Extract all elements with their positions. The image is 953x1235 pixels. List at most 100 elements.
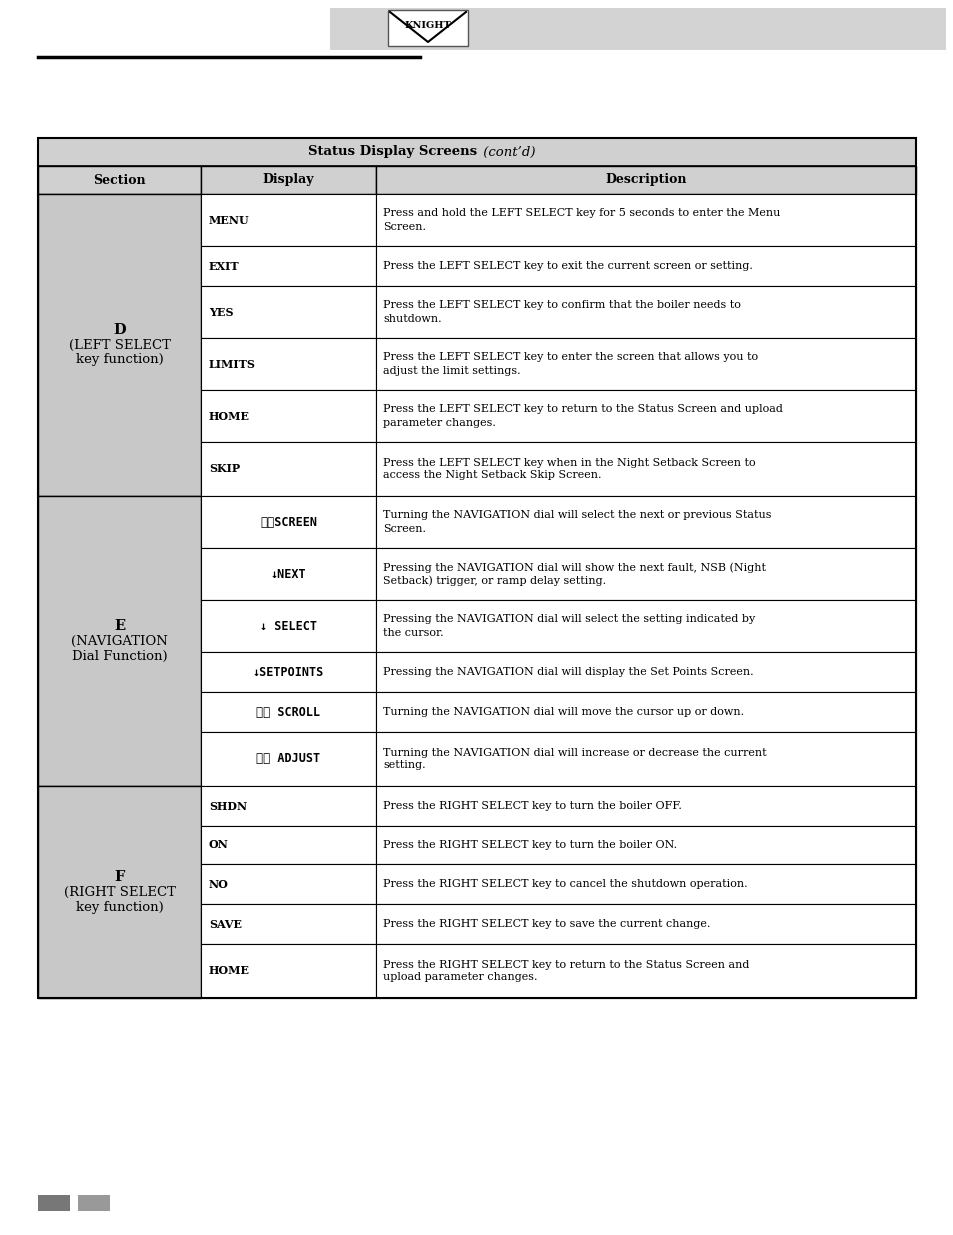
Text: (LEFT SELECT: (LEFT SELECT xyxy=(69,338,171,352)
Text: ҷ〇SCREEN: ҷ〇SCREEN xyxy=(260,515,316,529)
Text: Dial Function): Dial Function) xyxy=(71,650,167,662)
Bar xyxy=(375,826,915,864)
Bar xyxy=(375,442,915,496)
Text: Description: Description xyxy=(604,173,686,186)
Text: EXIT: EXIT xyxy=(209,261,239,272)
Bar xyxy=(201,496,375,548)
Text: (NAVIGATION: (NAVIGATION xyxy=(71,635,168,647)
Bar xyxy=(201,287,375,338)
Bar xyxy=(375,785,915,826)
Bar xyxy=(201,548,375,600)
Bar xyxy=(38,165,201,194)
Text: MENU: MENU xyxy=(209,215,250,226)
Text: Press the LEFT SELECT key to enter the screen that allows you to: Press the LEFT SELECT key to enter the s… xyxy=(382,352,758,363)
Bar xyxy=(38,785,201,998)
Bar xyxy=(201,732,375,785)
Bar xyxy=(375,496,915,548)
Text: Screen.: Screen. xyxy=(382,524,426,534)
Bar xyxy=(375,194,915,246)
Bar xyxy=(201,338,375,390)
Text: KNIGHT: KNIGHT xyxy=(404,21,451,31)
Text: ↓ SELECT: ↓ SELECT xyxy=(260,620,316,632)
Text: Setback) trigger, or ramp delay setting.: Setback) trigger, or ramp delay setting. xyxy=(382,576,605,585)
Text: F: F xyxy=(114,869,125,884)
Bar xyxy=(38,138,915,998)
Text: Press the RIGHT SELECT key to save the current change.: Press the RIGHT SELECT key to save the c… xyxy=(382,919,710,929)
Text: Press the LEFT SELECT key to confirm that the boiler needs to: Press the LEFT SELECT key to confirm tha… xyxy=(382,300,740,310)
Bar xyxy=(375,692,915,732)
Text: adjust the limit settings.: adjust the limit settings. xyxy=(382,366,520,375)
Text: the cursor.: the cursor. xyxy=(382,627,443,637)
Bar xyxy=(375,944,915,998)
Text: setting.: setting. xyxy=(382,761,425,771)
Text: ↓SETPOINTS: ↓SETPOINTS xyxy=(253,666,324,678)
Bar xyxy=(38,138,915,165)
Text: Pressing the NAVIGATION dial will select the setting indicated by: Pressing the NAVIGATION dial will select… xyxy=(382,615,755,625)
Text: ON: ON xyxy=(209,840,229,851)
Bar xyxy=(375,246,915,287)
Bar xyxy=(375,287,915,338)
Text: Press the LEFT SELECT key to return to the Status Screen and upload: Press the LEFT SELECT key to return to t… xyxy=(382,405,782,415)
Bar xyxy=(78,1195,110,1212)
Text: (cont’d): (cont’d) xyxy=(478,146,535,158)
Text: SAVE: SAVE xyxy=(209,919,242,930)
Text: ↓NEXT: ↓NEXT xyxy=(271,568,306,580)
Text: Turning the NAVIGATION dial will move the cursor up or down.: Turning the NAVIGATION dial will move th… xyxy=(382,706,743,718)
Bar xyxy=(201,600,375,652)
Bar xyxy=(38,1195,70,1212)
Text: Display: Display xyxy=(262,173,314,186)
Bar xyxy=(388,10,468,46)
Bar xyxy=(375,165,915,194)
Text: parameter changes.: parameter changes. xyxy=(382,417,496,427)
Bar xyxy=(201,246,375,287)
Bar xyxy=(201,826,375,864)
Text: Press the LEFT SELECT key when in the Night Setback Screen to: Press the LEFT SELECT key when in the Ni… xyxy=(382,457,755,468)
Text: SKIP: SKIP xyxy=(209,463,240,474)
Text: (RIGHT SELECT: (RIGHT SELECT xyxy=(64,885,175,899)
Text: shutdown.: shutdown. xyxy=(382,314,441,324)
Text: YES: YES xyxy=(209,306,233,317)
Text: LIMITS: LIMITS xyxy=(209,358,255,369)
Bar xyxy=(375,904,915,944)
Text: Status Display Screens: Status Display Screens xyxy=(308,146,476,158)
Text: key function): key function) xyxy=(75,353,163,367)
Bar xyxy=(375,864,915,904)
Text: HOME: HOME xyxy=(209,966,250,977)
Text: Press the RIGHT SELECT key to cancel the shutdown operation.: Press the RIGHT SELECT key to cancel the… xyxy=(382,879,747,889)
Text: Press the RIGHT SELECT key to turn the boiler ON.: Press the RIGHT SELECT key to turn the b… xyxy=(382,840,677,850)
Text: Press and hold the LEFT SELECT key for 5 seconds to enter the Menu: Press and hold the LEFT SELECT key for 5… xyxy=(382,209,780,219)
Bar xyxy=(38,194,201,496)
Text: access the Night Setback Skip Screen.: access the Night Setback Skip Screen. xyxy=(382,471,601,480)
Bar xyxy=(201,944,375,998)
Text: ҷ〇 SCROLL: ҷ〇 SCROLL xyxy=(256,705,320,719)
Text: SHDN: SHDN xyxy=(209,800,247,811)
Bar xyxy=(375,338,915,390)
Text: key function): key function) xyxy=(75,900,163,914)
Bar xyxy=(201,904,375,944)
Text: upload parameter changes.: upload parameter changes. xyxy=(382,972,537,983)
Bar xyxy=(38,496,201,785)
Bar xyxy=(375,652,915,692)
Bar xyxy=(201,652,375,692)
Bar xyxy=(375,732,915,785)
Text: Press the RIGHT SELECT key to turn the boiler OFF.: Press the RIGHT SELECT key to turn the b… xyxy=(382,802,681,811)
Bar xyxy=(201,864,375,904)
Bar xyxy=(201,165,375,194)
Bar xyxy=(201,442,375,496)
Text: Pressing the NAVIGATION dial will display the Set Points Screen.: Pressing the NAVIGATION dial will displa… xyxy=(382,667,753,677)
Text: D: D xyxy=(113,324,126,337)
Text: E: E xyxy=(113,619,125,634)
Text: Press the LEFT SELECT key to exit the current screen or setting.: Press the LEFT SELECT key to exit the cu… xyxy=(382,261,752,270)
Bar xyxy=(201,390,375,442)
Text: Section: Section xyxy=(93,173,146,186)
Text: Screen.: Screen. xyxy=(382,221,426,231)
Text: Turning the NAVIGATION dial will select the next or previous Status: Turning the NAVIGATION dial will select … xyxy=(382,510,771,520)
Bar xyxy=(201,692,375,732)
Bar xyxy=(330,7,945,49)
Bar xyxy=(375,600,915,652)
Text: NO: NO xyxy=(209,878,229,889)
Bar xyxy=(201,194,375,246)
Text: Pressing the NAVIGATION dial will show the next fault, NSB (Night: Pressing the NAVIGATION dial will show t… xyxy=(382,562,765,573)
Text: ҷ〇 ADJUST: ҷ〇 ADJUST xyxy=(256,752,320,766)
Text: HOME: HOME xyxy=(209,410,250,421)
